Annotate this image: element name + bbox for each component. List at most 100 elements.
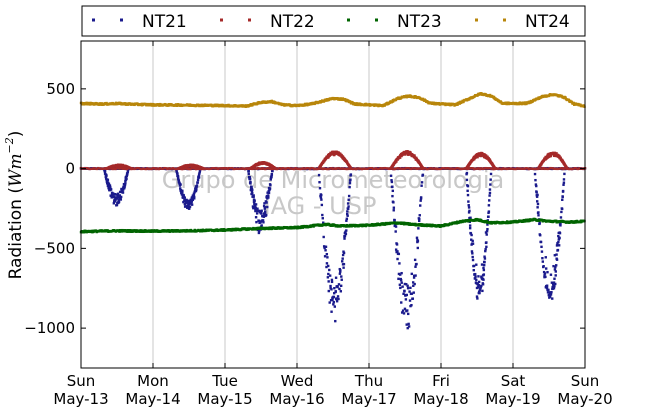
point-nt22 bbox=[369, 166, 372, 170]
point-nt24 bbox=[392, 100, 395, 103]
point-nt21 bbox=[419, 196, 423, 199]
point-nt21 bbox=[254, 216, 258, 219]
point-nt21 bbox=[322, 245, 326, 248]
y-axis-label-suffix: ) bbox=[6, 131, 26, 138]
point-nt21 bbox=[336, 295, 340, 298]
point-nt22 bbox=[396, 167, 399, 170]
point-nt22 bbox=[468, 167, 471, 170]
point-nt22 bbox=[164, 167, 168, 170]
point-nt21 bbox=[468, 209, 471, 213]
point-nt21 bbox=[542, 265, 545, 268]
point-nt21 bbox=[536, 206, 539, 209]
legend-marker bbox=[347, 18, 350, 22]
point-nt22 bbox=[170, 167, 173, 170]
point-nt22 bbox=[262, 167, 266, 170]
point-nt22 bbox=[520, 167, 523, 170]
point-nt22 bbox=[495, 167, 499, 170]
point-nt21 bbox=[414, 274, 417, 277]
point-nt22 bbox=[233, 167, 237, 171]
point-nt22 bbox=[479, 154, 483, 158]
x-tick-label-date: May-20 bbox=[557, 390, 612, 408]
point-nt23 bbox=[222, 228, 226, 231]
point-nt21 bbox=[179, 187, 182, 190]
point-nt21 bbox=[342, 262, 346, 266]
point-nt21 bbox=[420, 184, 423, 187]
point-nt21 bbox=[484, 248, 487, 251]
point-nt22 bbox=[304, 167, 307, 170]
point-nt21 bbox=[467, 211, 471, 214]
point-nt22 bbox=[213, 167, 217, 170]
point-nt21 bbox=[488, 188, 492, 191]
point-nt22 bbox=[308, 167, 312, 171]
point-nt22 bbox=[530, 167, 533, 170]
point-nt24 bbox=[249, 104, 252, 107]
y-tick-label: 500 bbox=[46, 80, 75, 98]
point-nt22 bbox=[415, 156, 418, 160]
point-nt21 bbox=[549, 273, 553, 276]
point-nt22 bbox=[418, 167, 421, 170]
point-nt21 bbox=[318, 187, 322, 190]
point-nt22 bbox=[239, 167, 243, 170]
point-nt22 bbox=[429, 167, 433, 170]
point-nt21 bbox=[483, 257, 487, 260]
point-nt21 bbox=[560, 210, 563, 214]
point-nt21 bbox=[176, 172, 179, 175]
point-nt22 bbox=[238, 167, 241, 170]
point-nt21 bbox=[541, 257, 544, 260]
point-nt21 bbox=[257, 219, 261, 223]
point-nt21 bbox=[341, 260, 344, 263]
point-nt21 bbox=[319, 196, 323, 199]
point-nt22 bbox=[434, 167, 437, 170]
point-nt21 bbox=[395, 243, 399, 246]
point-nt21 bbox=[542, 270, 546, 274]
point-nt21 bbox=[487, 215, 490, 218]
x-tick-label-date: May-18 bbox=[413, 390, 468, 408]
point-nt21 bbox=[480, 275, 483, 278]
point-nt21 bbox=[411, 297, 415, 300]
point-nt21 bbox=[325, 252, 329, 256]
point-nt21 bbox=[179, 183, 182, 186]
point-nt21 bbox=[175, 170, 178, 173]
point-nt21 bbox=[332, 295, 336, 299]
point-nt22 bbox=[314, 167, 317, 170]
point-nt21 bbox=[116, 192, 120, 195]
point-nt22 bbox=[426, 167, 430, 171]
point-nt22 bbox=[413, 154, 416, 157]
point-nt21 bbox=[470, 250, 474, 253]
point-nt22 bbox=[476, 155, 479, 159]
point-nt21 bbox=[340, 278, 343, 281]
point-nt21 bbox=[486, 228, 489, 231]
point-nt21 bbox=[399, 286, 402, 290]
point-nt21 bbox=[259, 212, 263, 215]
point-nt22 bbox=[413, 167, 417, 170]
point-nt21 bbox=[471, 242, 475, 245]
point-nt22 bbox=[377, 167, 381, 170]
point-nt21 bbox=[534, 178, 537, 182]
point-nt22 bbox=[351, 167, 355, 171]
point-nt21 bbox=[325, 262, 329, 265]
point-nt21 bbox=[259, 221, 262, 224]
point-nt21 bbox=[487, 204, 491, 207]
point-nt24 bbox=[413, 96, 416, 99]
point-nt22 bbox=[112, 167, 116, 171]
point-nt22 bbox=[94, 167, 97, 170]
point-nt21 bbox=[540, 250, 544, 253]
point-nt21 bbox=[255, 209, 258, 213]
point-nt24 bbox=[572, 101, 575, 105]
point-nt22 bbox=[557, 167, 561, 170]
point-nt22 bbox=[171, 167, 175, 170]
point-nt21 bbox=[554, 274, 557, 277]
point-nt22 bbox=[205, 167, 208, 170]
point-nt22 bbox=[472, 167, 476, 171]
point-nt21 bbox=[400, 301, 403, 304]
point-nt21 bbox=[260, 224, 263, 227]
point-nt21 bbox=[471, 255, 474, 259]
point-nt21 bbox=[343, 237, 346, 240]
point-nt22 bbox=[97, 166, 100, 170]
point-nt22 bbox=[552, 167, 555, 170]
point-nt21 bbox=[108, 184, 112, 187]
point-nt22 bbox=[484, 166, 487, 170]
point-nt22 bbox=[209, 167, 212, 170]
point-nt22 bbox=[180, 167, 183, 171]
point-nt21 bbox=[396, 257, 399, 261]
